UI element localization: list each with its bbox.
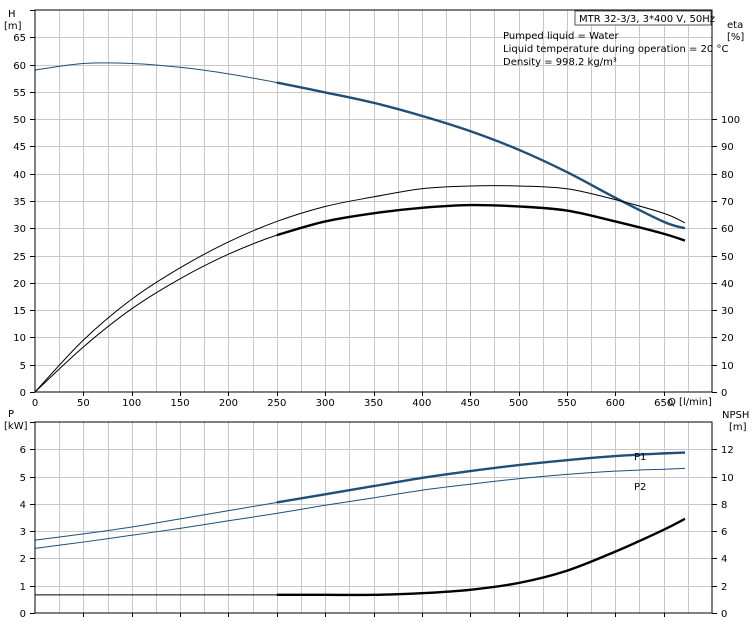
- top-series-eta-bold-operating-range: [276, 203, 686, 242]
- top-x-tick-label: 350: [364, 398, 383, 409]
- top-right-tick-label: 20: [721, 333, 734, 344]
- q-axis-title: Q [l/min]: [668, 397, 712, 408]
- top-x-tick-label: 400: [412, 398, 431, 409]
- bottom-series-p2-line: [34, 467, 685, 549]
- top-x-tick-label: 150: [171, 398, 190, 409]
- top-right-tick-label: 70: [721, 197, 734, 208]
- top-x-tick-label: 500: [509, 398, 528, 409]
- p-axis-title: P: [8, 409, 14, 420]
- top-x-tick-label: 250: [267, 398, 286, 409]
- p2-series-label: P2: [634, 482, 646, 493]
- top-x-tick-label: 600: [606, 398, 625, 409]
- top-left-tick-label: 35: [13, 197, 26, 208]
- top-left-tick-label: 45: [13, 142, 26, 153]
- bottom-right-tick-label: 2: [721, 582, 727, 593]
- top-left-tick-label: 10: [13, 333, 26, 344]
- top-x-tick-label: 50: [77, 398, 90, 409]
- top-right-tick-label: 30: [721, 306, 734, 317]
- top-left-tick-label: 50: [13, 115, 26, 126]
- bottom-right-tick-label: 8: [721, 500, 727, 511]
- bottom-left-tick-label: 6: [20, 445, 26, 456]
- power-npsh-frame: [34, 421, 713, 614]
- bottom-right-tick-label: 6: [721, 527, 727, 538]
- bottom-right-tick-label: 12: [721, 445, 734, 456]
- top-right-tick-label: 0: [721, 388, 727, 399]
- top-series-head-operating-range: [276, 81, 686, 230]
- head-efficiency-series: [34, 62, 686, 393]
- top-left-tick-label: 0: [20, 388, 26, 399]
- power-npsh-grid: [35, 422, 712, 613]
- top-right-tick-label: 40: [721, 279, 734, 290]
- npsh-axis-title: NPSH: [722, 410, 749, 421]
- head-efficiency-ticks: 0510152025303540455055606501020304050607…: [13, 10, 740, 409]
- bottom-left-tick-label: 0: [20, 609, 26, 620]
- top-right-tick-label: 80: [721, 170, 734, 181]
- bottom-left-tick-label: 4: [20, 500, 26, 511]
- model-label-box: [574, 10, 712, 26]
- model-label: MTR 32-3/3, 3*400 V, 50Hz: [579, 14, 715, 25]
- info-line-3: Density = 998.2 kg/m³: [503, 57, 617, 68]
- top-left-tick-label: 60: [13, 61, 26, 72]
- p1-series-label: P1: [634, 452, 646, 463]
- top-left-tick-label: 25: [13, 252, 26, 263]
- bottom-right-tick-label: 0: [721, 609, 727, 620]
- bottom-right-tick-label: 4: [721, 554, 727, 565]
- top-left-tick-label: 15: [13, 306, 26, 317]
- bottom-left-tick-label: 5: [20, 473, 26, 484]
- bottom-series-p1-operating-range: [276, 451, 685, 504]
- bottom-left-tick-label: 1: [20, 582, 26, 593]
- top-series-eta-thin-line: [34, 185, 686, 393]
- npsh-axis-unit: [m]: [729, 422, 747, 433]
- bottom-right-tick-label: 10: [721, 473, 734, 484]
- h-axis-unit: [m]: [4, 21, 22, 32]
- bottom-series-npsh-operating-range: [276, 517, 686, 597]
- top-x-tick-label: 650: [654, 398, 673, 409]
- head-efficiency-chart: 0510152025303540455055606501020304050607…: [4, 9, 744, 409]
- top-x-tick-label: 100: [122, 398, 141, 409]
- info-box: MTR 32-3/3, 3*400 V, 50Hz Pumped liquid …: [503, 10, 728, 68]
- top-x-tick-label: 0: [32, 398, 38, 409]
- top-x-tick-label: 200: [219, 398, 238, 409]
- top-right-tick-label: 60: [721, 224, 734, 235]
- top-right-tick-label: 50: [721, 252, 734, 263]
- power-npsh-series: [34, 451, 686, 597]
- top-x-tick-label: 300: [316, 398, 335, 409]
- top-left-tick-label: 55: [13, 88, 26, 99]
- top-right-tick-label: 10: [721, 361, 734, 372]
- top-x-tick-label: 550: [557, 398, 576, 409]
- top-x-tick-label: 450: [461, 398, 480, 409]
- top-left-tick-label: 30: [13, 224, 26, 235]
- top-left-tick-label: 20: [13, 279, 26, 290]
- info-line-1: Pumped liquid = Water: [503, 31, 620, 42]
- eta-axis-unit: [%]: [727, 32, 744, 43]
- eta-axis-title: eta: [727, 20, 743, 31]
- bottom-left-tick-label: 2: [20, 554, 26, 565]
- bottom-left-tick-label: 3: [20, 527, 26, 538]
- top-right-tick-label: 90: [721, 142, 734, 153]
- top-left-tick-label: 40: [13, 170, 26, 181]
- top-left-tick-label: 5: [20, 361, 26, 372]
- info-line-2: Liquid temperature during operation = 20…: [503, 44, 728, 55]
- p-axis-unit: [kW]: [4, 421, 28, 432]
- top-left-tick-label: 65: [13, 33, 26, 44]
- h-axis-title: H: [8, 9, 16, 20]
- top-right-tick-label: 100: [721, 115, 740, 126]
